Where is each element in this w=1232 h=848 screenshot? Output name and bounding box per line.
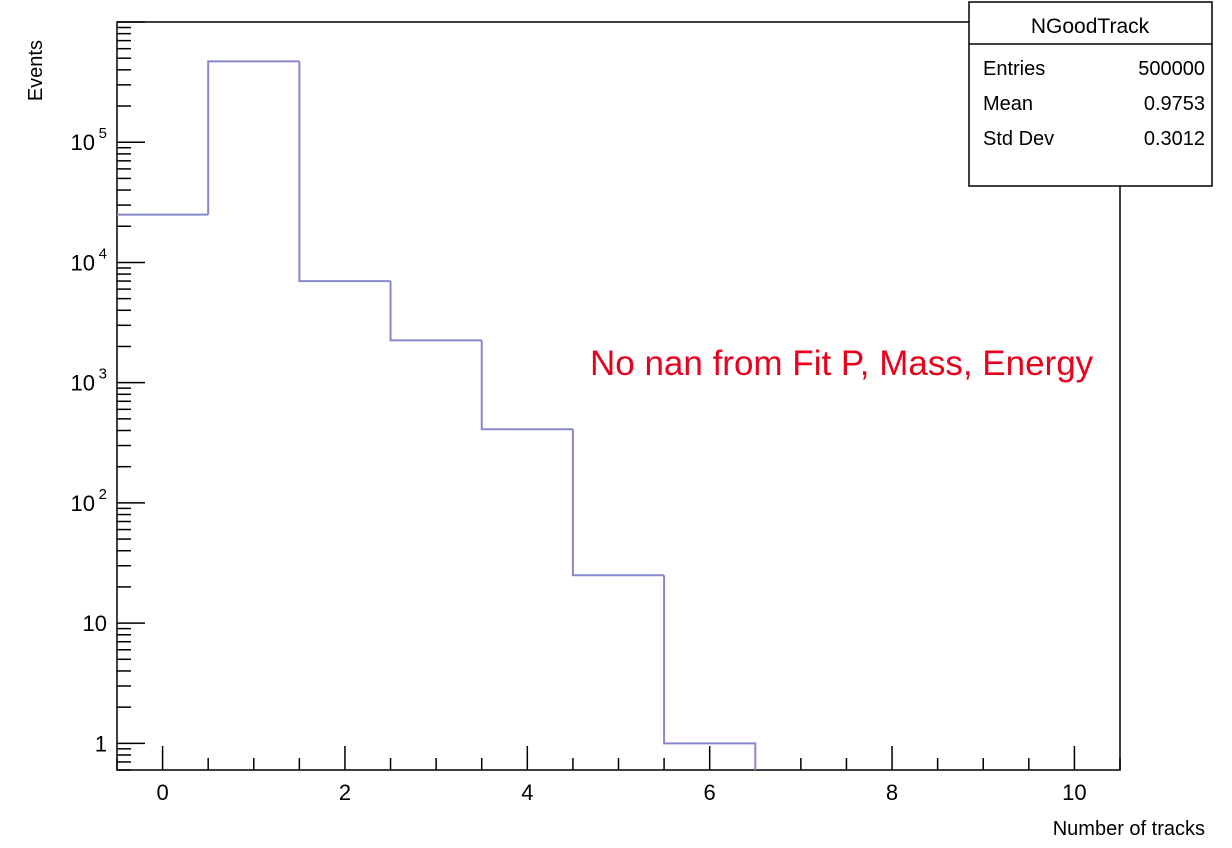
y-tick-exponent: 4 [99, 245, 107, 262]
histogram-bin [571, 429, 665, 577]
x-tick-label: 8 [886, 780, 898, 805]
histogram-bin [298, 61, 391, 283]
histogram-bin [207, 60, 300, 215]
histogram-bin [389, 281, 482, 342]
stats-mean-value: 0.9753 [1144, 93, 1205, 115]
stats-stddev-value: 0.3012 [1144, 128, 1205, 150]
histogram-bin [480, 340, 573, 431]
y-tick-exponent: 2 [99, 486, 107, 503]
y-tick-label: 10 [71, 371, 95, 396]
histogram-bin [663, 575, 757, 770]
stats-box: NGoodTrack Entries 500000 Mean 0.9753 St… [968, 1, 1213, 187]
x-tick-label: 10 [1062, 780, 1086, 805]
x-tick-label: 4 [521, 780, 533, 805]
x-tick-label: 0 [156, 780, 168, 805]
x-tick-label: 6 [704, 780, 716, 805]
y-tick-label: 10 [71, 491, 95, 516]
x-axis-title: Number of tracks [1053, 818, 1205, 840]
y-axis-title: Events [25, 40, 47, 101]
annotation-text: No nan from Fit P, Mass, Energy [590, 344, 1094, 383]
y-tick-exponent: 5 [99, 125, 107, 142]
y-tick-label: 10 [71, 250, 95, 275]
y-tick-label: 10 [71, 130, 95, 155]
stats-title: NGoodTrack [1031, 15, 1150, 38]
y-tick-label: 10 [83, 611, 107, 636]
stats-stddev-label: Std Dev [983, 128, 1054, 150]
x-tick-label: 2 [339, 780, 351, 805]
y-tick-exponent: 3 [99, 366, 107, 383]
y-tick-label: 1 [95, 731, 107, 756]
stats-entries-value: 500000 [1138, 58, 1205, 80]
stats-entries-label: Entries [983, 58, 1045, 80]
stats-mean-label: Mean [983, 93, 1033, 115]
